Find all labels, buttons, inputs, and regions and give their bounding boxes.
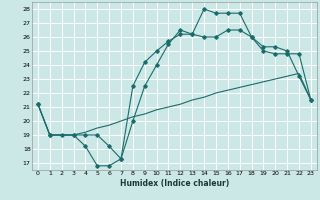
X-axis label: Humidex (Indice chaleur): Humidex (Indice chaleur) (120, 179, 229, 188)
